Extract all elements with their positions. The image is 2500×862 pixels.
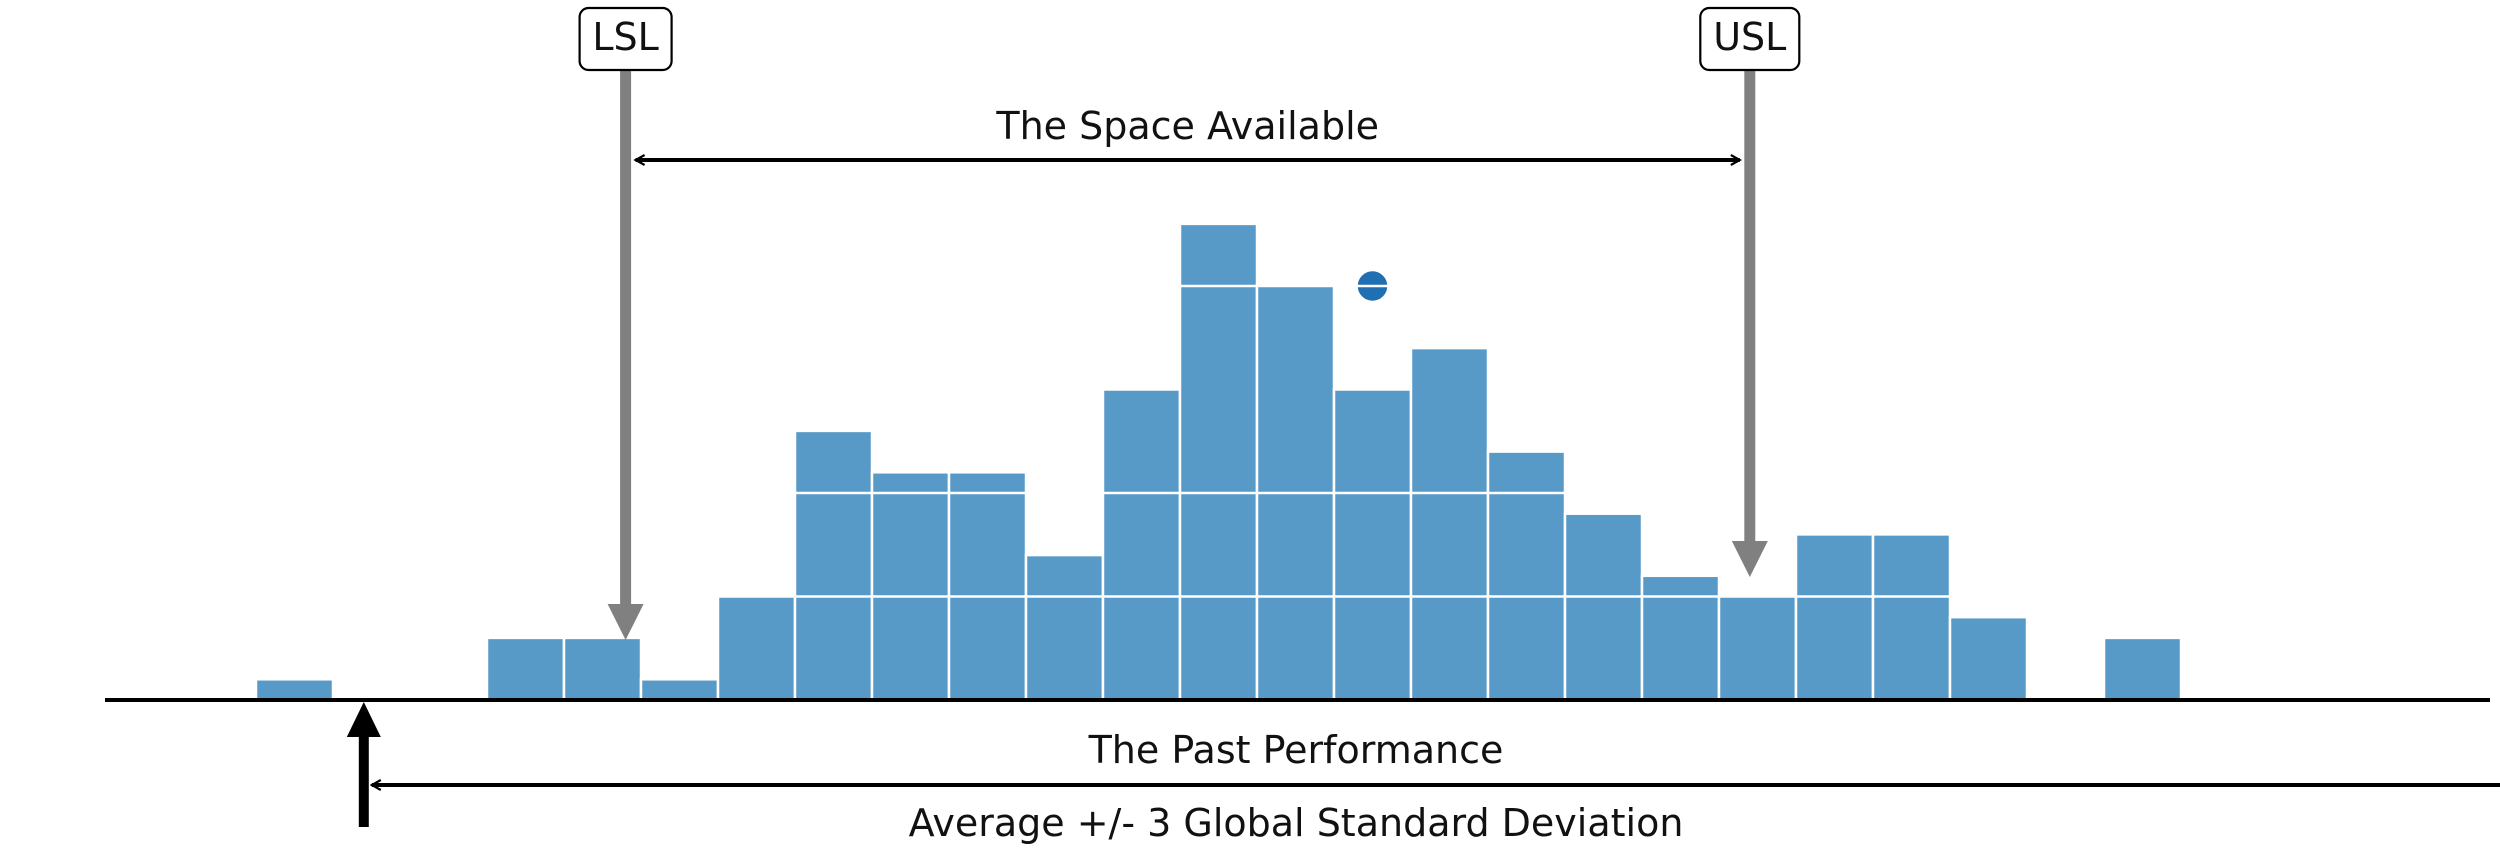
usl-arrow-arrowhead bbox=[1731, 541, 1768, 577]
bar-bin-11 bbox=[1024, 553, 1105, 702]
bar-bin-17 bbox=[1486, 450, 1567, 702]
past-performance-label: The Past Performance bbox=[1088, 728, 1504, 772]
lsl-label: LSL bbox=[592, 15, 658, 59]
lsl-arrow-arrowhead bbox=[607, 604, 644, 640]
lsl-callout: LSL bbox=[578, 6, 673, 72]
bar-bin-23 bbox=[1948, 615, 2029, 702]
bar-bin-9 bbox=[870, 471, 951, 702]
usl-label-box bbox=[1699, 6, 1801, 72]
bar-bin-1 bbox=[254, 678, 335, 702]
bar-bin-5 bbox=[562, 636, 643, 702]
bar-bin-19 bbox=[1640, 574, 1721, 702]
bar-bin-6 bbox=[639, 678, 720, 702]
bar-bin-21 bbox=[1794, 533, 1875, 702]
std-deviation-range-label: Average +/- 3 Global Standard Deviation bbox=[909, 801, 1684, 845]
bar-bin-4 bbox=[485, 636, 566, 702]
bar-bin-16 bbox=[1409, 346, 1490, 702]
bar-bin-7 bbox=[716, 595, 797, 702]
bar-bin-18 bbox=[1563, 512, 1644, 702]
range-left-arrow-head bbox=[346, 702, 381, 737]
histogram-bars bbox=[254, 222, 2183, 702]
usl-callout: USL bbox=[1699, 6, 1801, 72]
bar-bin-8 bbox=[793, 429, 874, 702]
usl-label: USL bbox=[1713, 15, 1786, 59]
bar-bin-25 bbox=[2102, 636, 2183, 702]
bar-bin-10 bbox=[947, 471, 1028, 702]
bar-bin-20 bbox=[1717, 595, 1798, 702]
bar-bin-13 bbox=[1178, 222, 1259, 702]
lsl-label-box bbox=[578, 6, 673, 72]
bar-bin-22 bbox=[1871, 533, 1952, 702]
space-available-label: The Space Available bbox=[995, 104, 1379, 148]
bar-bin-15 bbox=[1332, 388, 1413, 702]
annotations bbox=[346, 70, 2500, 827]
bar-bin-12 bbox=[1101, 388, 1182, 702]
